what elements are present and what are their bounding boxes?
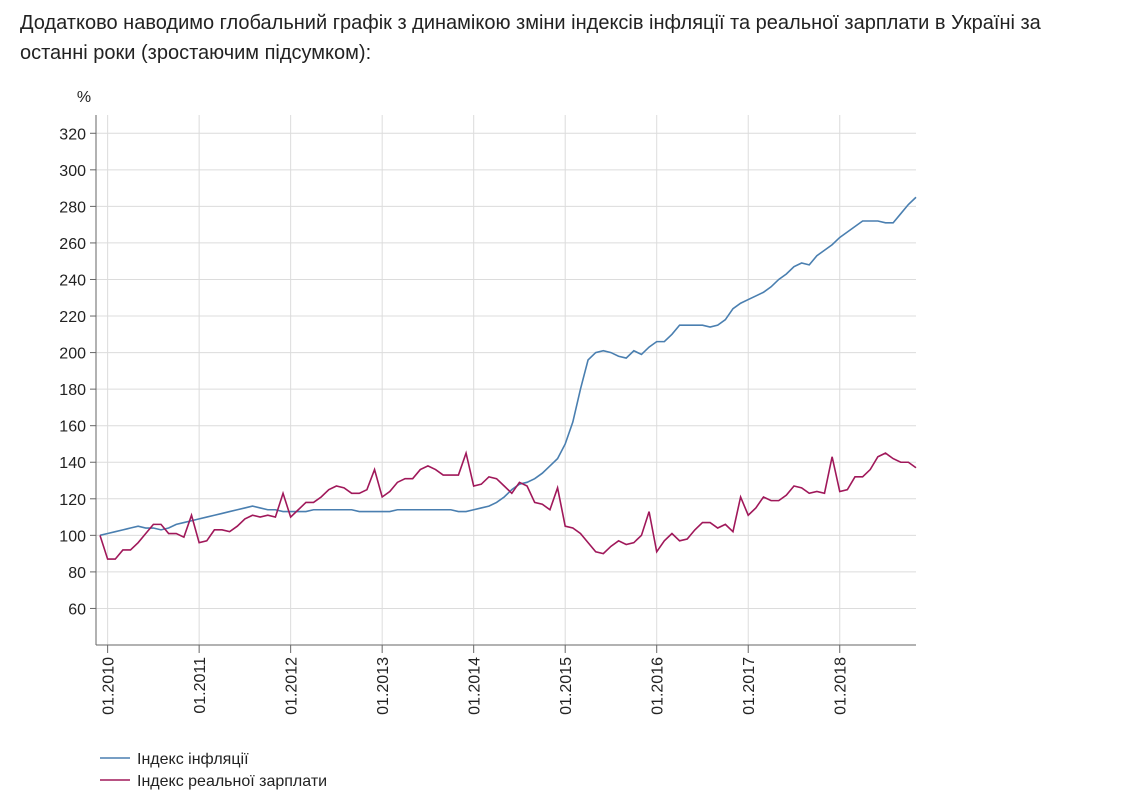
legend-label: Індекс реальної зарплати xyxy=(137,773,327,790)
x-tick-label: 01.2010 xyxy=(101,657,118,715)
series-line xyxy=(99,196,917,537)
y-axis-label: % xyxy=(77,89,91,106)
y-tick-label: 120 xyxy=(59,492,86,509)
y-tick-label: 300 xyxy=(59,163,86,180)
y-tick-label: 140 xyxy=(59,455,86,472)
x-tick-label: 01.2015 xyxy=(558,657,575,715)
y-tick-label: 100 xyxy=(59,528,86,545)
y-tick-label: 320 xyxy=(59,126,86,143)
y-tick-label: 160 xyxy=(59,419,86,436)
series-line xyxy=(99,450,917,560)
x-tick-label: 01.2014 xyxy=(467,657,484,715)
x-tick-label: 01.2018 xyxy=(833,657,850,715)
y-tick-label: 260 xyxy=(59,236,86,253)
x-tick-label: 01.2013 xyxy=(375,657,392,715)
intro-text: останні роки (зростаючим підсумком): xyxy=(20,42,371,64)
y-tick-label: 180 xyxy=(59,382,86,399)
y-tick-label: 200 xyxy=(59,346,86,363)
intro-text: Додатково наводимо глобальний графік з д… xyxy=(20,12,1042,34)
x-tick-label: 01.2012 xyxy=(284,657,301,715)
y-tick-label: 220 xyxy=(59,309,86,326)
y-tick-label: 240 xyxy=(59,272,86,289)
x-tick-label: 01.2011 xyxy=(192,657,209,714)
y-tick-label: 80 xyxy=(68,565,86,582)
x-tick-label: 01.2016 xyxy=(650,657,667,715)
x-tick-label: 01.2017 xyxy=(741,657,758,715)
y-tick-label: 280 xyxy=(59,199,86,216)
y-tick-label: 60 xyxy=(68,601,86,618)
legend-label: Індекс інфляції xyxy=(137,751,249,768)
